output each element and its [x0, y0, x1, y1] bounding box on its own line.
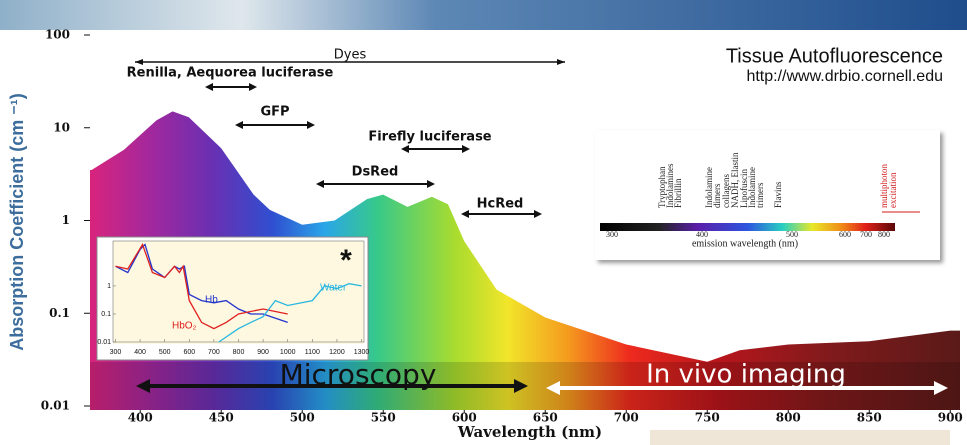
molecule-label: trimers — [755, 182, 765, 208]
x-axis-title: Wavelength (nm) — [457, 423, 602, 441]
inset-x-tick-label: 900 — [257, 349, 269, 356]
annotation: Microscopy — [280, 358, 437, 391]
excitation-label: multiphoton — [879, 163, 889, 208]
x-tick-label: 450 — [209, 411, 234, 425]
banner-photo — [0, 0, 967, 30]
y-axis-title: Absorption Coefficient (cm ⁻¹) — [7, 93, 27, 351]
inset-x-tick-label: 700 — [208, 349, 220, 356]
emission-axis-label: 700 — [860, 230, 872, 239]
inset-x-tick-label: 300 — [110, 349, 122, 356]
x-tick-label: 900 — [938, 411, 963, 425]
x-tick-label: 800 — [776, 411, 801, 425]
inset-x-tick-label: 1100 — [305, 349, 320, 356]
y-tick-label: 0.01 — [41, 399, 70, 413]
inset2-source: http://www.drbio.cornell.edu — [746, 68, 943, 85]
inset-x-tick-label: 1300 — [354, 349, 370, 356]
inset-line — [115, 242, 288, 330]
inset-x-tick-label: 800 — [233, 349, 245, 356]
emission-axis-title: emission wavelength (nm) — [692, 238, 798, 249]
inset-plot-bg — [113, 241, 364, 344]
emission-axis-label: 800 — [878, 230, 890, 239]
legend-label: Hb — [205, 295, 218, 306]
inset-chart: 300 400 500 600 700 800 900 1000 1100 1200 1300 0.0… — [97, 240, 370, 356]
molecule-label: Fibrillin — [673, 178, 683, 208]
x-tick-label: 650 — [533, 411, 558, 425]
inset2-frame — [595, 130, 940, 260]
inset-y-tick-label: 1 — [107, 283, 111, 290]
annotation: In vivo imaging — [646, 360, 846, 390]
x-tick-label: 850 — [857, 411, 882, 425]
molecule-label: Indolamine — [747, 167, 757, 208]
y-tick-label: 0.1 — [49, 306, 70, 320]
inset-marker: * — [340, 244, 352, 277]
annotation: DsRed — [352, 165, 399, 180]
annotation: HcRed — [477, 197, 524, 212]
emission-bar — [600, 223, 895, 231]
molecule-label: Tryptophan — [657, 166, 667, 208]
inset-y-tick-label: 0.1 — [101, 311, 111, 318]
inset-x-tick-label: 1200 — [329, 349, 345, 356]
inset-x-tick-label: 500 — [159, 349, 171, 356]
x-tick-label: 700 — [614, 411, 639, 425]
emission-axis-label: 500 — [786, 230, 798, 239]
annotation: Renilla, Aequorea luciferase — [127, 66, 334, 81]
molecule-label: NADH, Elastin — [730, 152, 740, 208]
x-tick-label: 750 — [695, 411, 720, 425]
y-tick-label: 1 — [62, 213, 70, 227]
inset-x-tick-label: 600 — [183, 349, 195, 356]
molecule-label: dimers — [712, 183, 722, 208]
molecule-label: Lipofuscin — [739, 169, 749, 208]
y-tick-label: 100 — [45, 28, 70, 42]
molecule-label: collagens — [721, 174, 731, 208]
annotation: GFP — [260, 105, 289, 120]
molecule-label: Flavins — [773, 181, 783, 208]
annotations — [135, 61, 942, 390]
inset-line — [218, 283, 362, 343]
molecule-label: Indolamine — [704, 167, 714, 208]
emission-axis-label: 400 — [696, 230, 708, 239]
inset-x-tick-label: 400 — [134, 349, 146, 356]
legend-label: Water — [320, 283, 347, 294]
annotation: Firefly luciferase — [368, 130, 491, 145]
y-tick-label: 10 — [53, 120, 70, 134]
emission-axis-label: 600 — [839, 230, 851, 239]
inset-x-tick-label: 1000 — [280, 349, 296, 356]
x-tick-label: 600 — [452, 411, 477, 425]
emission-axis-label: 300 — [606, 230, 618, 239]
excitation-label: excitation — [888, 172, 898, 208]
footer-box — [650, 430, 950, 445]
inset2-title: Tissue Autofluorescence — [726, 45, 943, 67]
inset-y-tick-label: 0.01 — [97, 339, 111, 346]
x-tick-label: 550 — [371, 411, 396, 425]
x-tick-label: 400 — [128, 411, 153, 425]
legend-label: HbO₂ — [172, 321, 197, 332]
annotation: Dyes — [334, 48, 367, 63]
x-tick-label: 500 — [290, 411, 315, 425]
molecule-label: Indolamines — [665, 163, 675, 208]
